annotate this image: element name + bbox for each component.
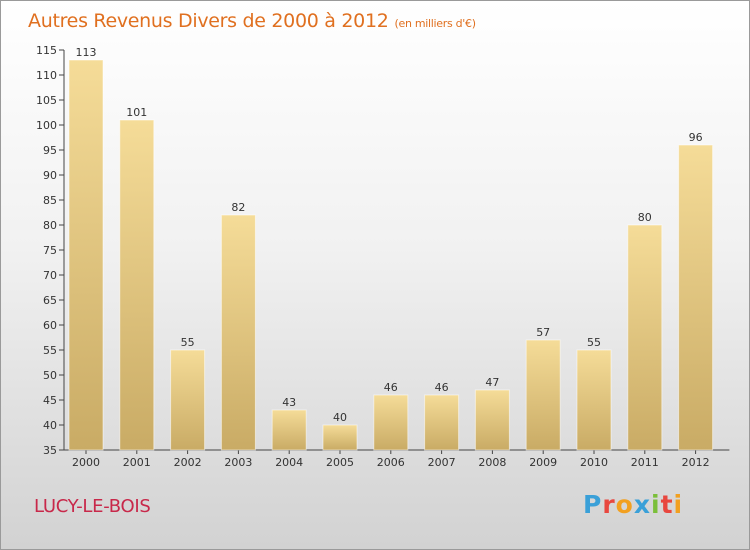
- data-label: 46: [435, 381, 449, 394]
- bar: [220, 214, 256, 451]
- data-label: 55: [587, 336, 601, 349]
- x-tick-label: 2001: [123, 456, 151, 469]
- bar: [119, 119, 155, 451]
- bar: [170, 349, 206, 451]
- chart-title: Autres Revenus Divers de 2000 à 2012 (en …: [28, 10, 476, 32]
- data-label: 43: [282, 396, 296, 409]
- data-label: 57: [536, 326, 550, 339]
- y-tick-label: 65: [43, 294, 57, 307]
- x-tick-label: 2003: [224, 456, 252, 469]
- labels: 113 2000 101 2001 55 2002 82 2003 43 2004 40 2005 46…: [72, 46, 710, 469]
- x-tick-label: 2005: [326, 456, 354, 469]
- y-tick-label: 70: [43, 269, 57, 282]
- y-tick-label: 50: [43, 369, 57, 382]
- logo-letter: r: [602, 490, 616, 519]
- data-label: 46: [384, 381, 398, 394]
- x-tick-label: 2012: [682, 456, 710, 469]
- bar: [576, 349, 612, 451]
- chart-subtitle: (en milliers d'€): [394, 17, 476, 30]
- data-label: 40: [333, 411, 347, 424]
- data-label: 101: [126, 106, 147, 119]
- bar: [68, 59, 104, 451]
- data-label: 47: [485, 376, 499, 389]
- bar: [424, 394, 460, 451]
- logo-letter: P: [583, 490, 603, 519]
- y-tick-label: 35: [43, 444, 57, 457]
- logo-letter: o: [615, 490, 634, 519]
- y-tick-label: 75: [43, 244, 57, 257]
- chart-title-text: Autres Revenus Divers de 2000 à 2012: [28, 10, 389, 32]
- x-tick-label: 2009: [529, 456, 557, 469]
- y-tick-label: 80: [43, 219, 57, 232]
- data-label: 96: [689, 131, 703, 144]
- bar: [627, 224, 663, 451]
- bar: [525, 339, 561, 451]
- bar: [271, 409, 307, 451]
- bar: [678, 144, 714, 451]
- city-name: LUCY-LE-BOIS: [34, 496, 151, 517]
- y-tick-label: 55: [43, 344, 57, 357]
- x-tick-label: 2011: [631, 456, 659, 469]
- logo-letter: t: [660, 490, 674, 519]
- x-tick-label: 2004: [275, 456, 303, 469]
- bar: [322, 424, 358, 451]
- logo-letter: i: [651, 490, 661, 519]
- y-tick-label: 60: [43, 319, 57, 332]
- data-label: 82: [231, 201, 245, 214]
- axes: 35 40 45 50 55 60 65 70 75 80 85 90 95 100 105 110 115: [36, 44, 730, 457]
- y-tick-label: 105: [36, 94, 57, 107]
- y-tick-label: 110: [36, 69, 57, 82]
- bars: [68, 59, 714, 451]
- bar: [474, 389, 510, 451]
- x-tick-label: 2008: [478, 456, 506, 469]
- y-tick-label: 40: [43, 419, 57, 432]
- logo-letter: x: [633, 490, 651, 519]
- x-tick-label: 2002: [174, 456, 202, 469]
- y-tick-label: 85: [43, 194, 57, 207]
- y-tick-label: 115: [36, 44, 57, 57]
- x-tick-label: 2000: [72, 456, 100, 469]
- bar: [373, 394, 409, 451]
- data-label: 113: [76, 46, 97, 59]
- y-tick-label: 100: [36, 119, 57, 132]
- x-tick-label: 2007: [428, 456, 456, 469]
- data-label: 55: [181, 336, 195, 349]
- proxiti-logo: Proxiti: [583, 490, 683, 519]
- y-tick-label: 95: [43, 144, 57, 157]
- y-tick-label: 45: [43, 394, 57, 407]
- x-tick-label: 2010: [580, 456, 608, 469]
- data-label: 80: [638, 211, 652, 224]
- x-tick-label: 2006: [377, 456, 405, 469]
- y-tick-label: 90: [43, 169, 57, 182]
- logo-letter: i: [673, 490, 684, 519]
